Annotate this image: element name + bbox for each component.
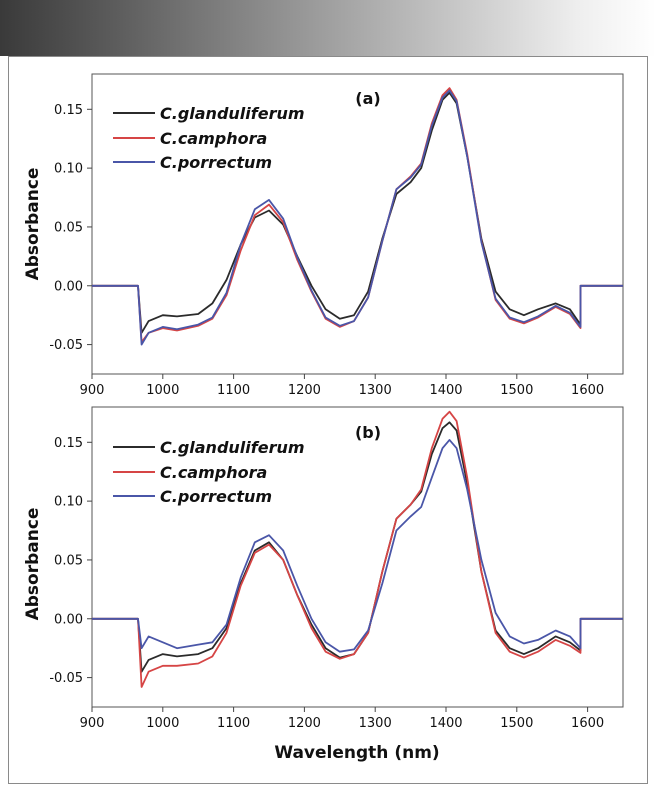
- y-axis-label-a: Absorbance: [23, 168, 43, 281]
- x-tick-label-b-3: 1200: [288, 716, 321, 731]
- x-tick-label-b-6: 1500: [500, 716, 533, 731]
- x-tick-label-b-7: 1600: [571, 716, 604, 731]
- header-gradient-bar: [0, 0, 656, 56]
- y-tick-label-a-1: 0.00: [54, 279, 83, 294]
- y-tick-label-a-2: 0.05: [54, 220, 83, 235]
- series-line-a-2: [92, 89, 623, 346]
- series-line-a-0: [92, 91, 623, 334]
- panel-a: -0.05 0.00 0.05 0.10 0.15 900 1000 1100 1200 130…: [23, 73, 624, 398]
- legend-label-b-2: C.porrectum: [160, 487, 272, 506]
- y-tick-label-a-3: 0.10: [54, 162, 83, 177]
- plot-area-b: [91, 406, 624, 708]
- x-tick-label-a-3: 1200: [288, 383, 321, 398]
- y-tick-label-a-4: 0.15: [54, 103, 83, 118]
- x-axis-label: Wavelength (nm): [274, 743, 439, 763]
- legend-label-a-1: C.camphora: [160, 129, 267, 148]
- y-tick-label-b-0: -0.05: [49, 671, 83, 686]
- series-line-b-2: [92, 439, 623, 653]
- series-lines-a: [92, 87, 623, 346]
- legend-label-b-1: C.camphora: [160, 463, 267, 482]
- y-tick-label-b-1: 0.00: [54, 612, 83, 627]
- legend-label-a-0: C.glanduliferum: [160, 104, 305, 123]
- x-tick-label-a-2: 1100: [217, 383, 250, 398]
- x-tick-label-b-5: 1400: [429, 716, 462, 731]
- x-tick-label-b-0: 900: [80, 716, 105, 731]
- plot-area-a: [91, 73, 624, 375]
- y-tick-label-b-2: 0.05: [54, 553, 83, 568]
- y-tick-label-b-3: 0.10: [54, 495, 83, 510]
- panel-b: -0.05 0.00 0.05 0.10 0.15 900 1000 1100 1200 130…: [23, 406, 624, 763]
- panel-label-b: (b): [355, 423, 381, 442]
- y-tick-label-a-0: -0.05: [49, 338, 83, 353]
- series-lines-b: [92, 410, 623, 688]
- legend-label-b-0: C.glanduliferum: [160, 438, 305, 457]
- x-tick-label-b-4: 1300: [359, 716, 392, 731]
- legend-a: C.glanduliferum C.camphora C.porrectum: [113, 104, 305, 172]
- y-axis-label-b: Absorbance: [23, 508, 43, 621]
- legend-label-a-2: C.porrectum: [160, 153, 272, 172]
- x-tick-label-a-7: 1600: [571, 383, 604, 398]
- x-axis-a: 900 1000 1100 1200 1300 1400 1500 1600: [80, 374, 604, 398]
- x-tick-label-b-2: 1100: [217, 716, 250, 731]
- x-tick-label-a-0: 900: [80, 383, 105, 398]
- x-tick-label-a-1: 1000: [146, 383, 179, 398]
- x-tick-label-a-5: 1400: [429, 383, 462, 398]
- y-tick-label-b-4: 0.15: [54, 436, 83, 451]
- y-axis-a: -0.05 0.00 0.05 0.10 0.15: [49, 103, 92, 353]
- x-tick-label-b-1: 1000: [146, 716, 179, 731]
- legend-b: C.glanduliferum C.camphora C.porrectum: [113, 438, 305, 506]
- x-tick-label-a-6: 1500: [500, 383, 533, 398]
- x-axis-b: 900 1000 1100 1200 1300 1400 1500 1600: [80, 707, 604, 731]
- series-line-b-1: [92, 410, 623, 688]
- y-axis-b: -0.05 0.00 0.05 0.10 0.15: [49, 436, 92, 686]
- x-tick-label-a-4: 1300: [359, 383, 392, 398]
- panel-label-a: (a): [355, 89, 380, 108]
